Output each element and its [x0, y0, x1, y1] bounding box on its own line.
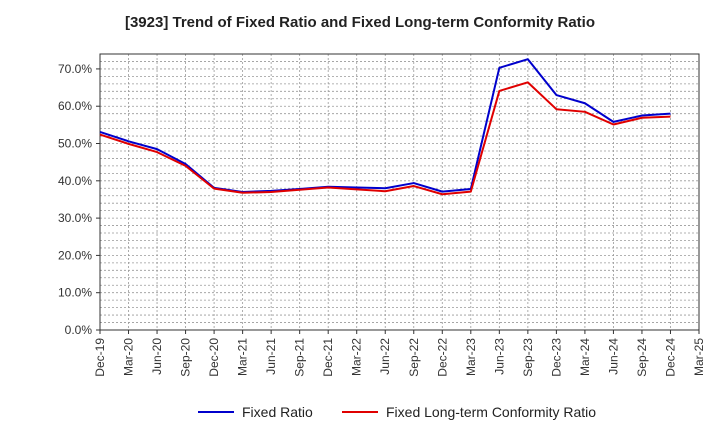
legend-swatch-fixed-long-term-conformity-ratio — [342, 411, 378, 413]
series-line-fixed-long-term-conformity-ratio — [99, 81, 671, 196]
x-tick-label: Mar-22 — [350, 338, 364, 376]
x-tick-label: Dec-21 — [321, 338, 335, 377]
chart-title: [3923] Trend of Fixed Ratio and Fixed Lo… — [124, 14, 596, 31]
x-tick-label: Sep-24 — [635, 338, 649, 377]
series-line-fixed-ratio — [99, 58, 671, 193]
y-tick-label: 10.0% — [58, 286, 92, 300]
y-tick-label: 60.0% — [58, 99, 92, 113]
y-tick-label: 0.0% — [65, 323, 93, 337]
x-tick-label: Dec-20 — [207, 338, 221, 377]
x-tick-label: Jun-23 — [492, 338, 506, 375]
x-tick-label: Jun-21 — [264, 338, 278, 375]
x-tick-label: Jun-20 — [150, 338, 164, 375]
legend-item-fixed-long-term-conformity-ratio: Fixed Long-term Conformity Ratio — [342, 404, 596, 420]
y-tick-label: 20.0% — [58, 248, 92, 262]
x-tick-label: Mar-23 — [464, 338, 478, 376]
legend-item-fixed-ratio: Fixed Ratio — [198, 404, 313, 420]
legend: Fixed Ratio Fixed Long-term Conformity R… — [0, 404, 720, 426]
x-tick-label: Jun-22 — [378, 338, 392, 375]
x-tick-label: Mar-21 — [236, 338, 250, 376]
x-tick-label: Sep-22 — [407, 338, 421, 377]
x-tick-label: Mar-24 — [578, 338, 592, 376]
x-tick-label: Dec-19 — [93, 338, 107, 377]
legend-label-fixed-long-term-conformity-ratio: Fixed Long-term Conformity Ratio — [386, 404, 597, 420]
y-tick-label: 70.0% — [58, 62, 92, 76]
x-tick-label: Mar-25 — [692, 338, 706, 376]
x-tick-label: Dec-23 — [549, 338, 563, 377]
x-tick-label: Dec-22 — [435, 338, 449, 377]
x-tick-label: Sep-23 — [521, 338, 535, 377]
x-tick-label: Jun-24 — [606, 338, 620, 375]
plot-frame — [99, 53, 700, 331]
legend-swatch-fixed-ratio — [198, 411, 234, 413]
x-tick-label: Mar-20 — [122, 338, 136, 376]
y-tick-label: 50.0% — [58, 137, 92, 151]
y-tick-label: 40.0% — [58, 174, 92, 188]
x-tick-label: Sep-20 — [179, 338, 193, 377]
x-tick-label: Dec-24 — [663, 338, 677, 377]
legend-label-fixed-ratio: Fixed Ratio — [242, 404, 313, 420]
y-tick-label: 30.0% — [58, 211, 92, 225]
plot-area — [100, 54, 699, 330]
x-tick-label: Sep-21 — [293, 338, 307, 377]
